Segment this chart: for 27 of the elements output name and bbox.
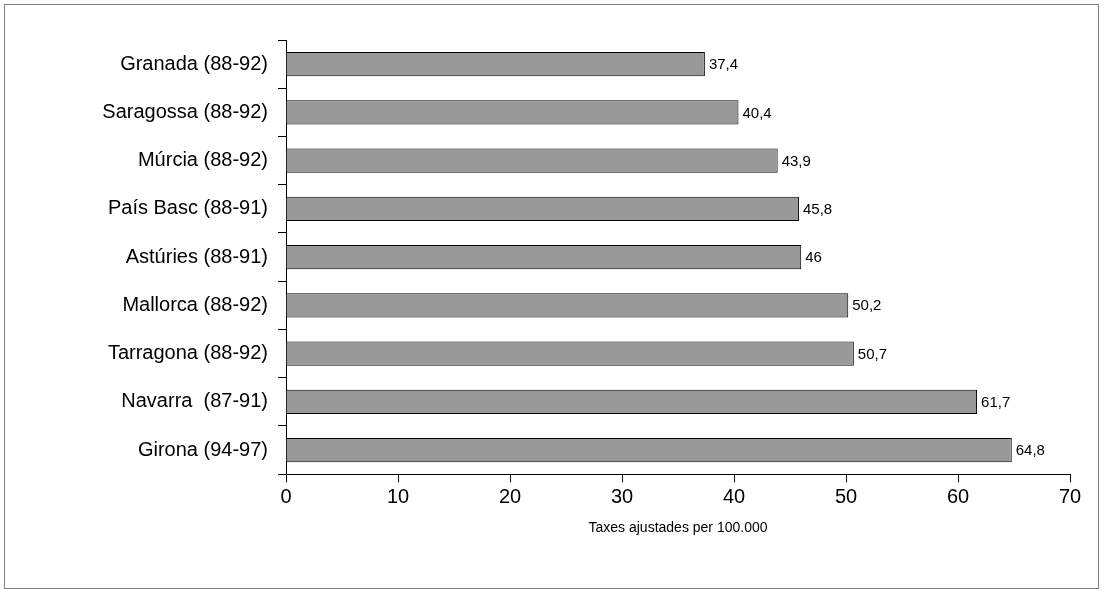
x-tick-label: 60 [946,484,970,507]
y-tick-label: Granada (88-92) [120,51,268,74]
data-label: 50,7 [857,344,888,362]
data-label: 50,2 [852,296,882,314]
x-tick-label: 50 [834,484,858,507]
x-tick-label: 10 [386,484,410,507]
data-label: 45,8 [802,200,833,217]
x-tick-label: 70 [1058,484,1082,507]
data-label: 40,4 [742,103,772,121]
data-label: 43,9 [781,151,811,169]
y-tick-label: Saragossa (88-92) [102,99,268,122]
y-tick-label: Navarra (87-91) [121,389,268,412]
x-tick-label: 30 [610,484,634,507]
data-label: 64,8 [1015,441,1045,459]
y-tick-label: Astúries (88-91) [125,244,268,267]
x-axis-title: Taxes ajustades per 100.000 [588,519,768,536]
x-tick-label: 20 [498,484,522,507]
y-tick-label: Múrcia (88-92) [137,148,268,171]
y-tick-label: Tarragona (88-92) [107,341,268,364]
data-label: 37,4 [708,55,739,73]
y-tick-label: Mallorca (88-92) [122,292,268,315]
y-tick-label: Girona (94-97) [137,437,268,460]
x-tick-label: 0 [280,484,292,507]
x-tick-label: 40 [722,484,746,507]
data-label: 61,7 [981,392,1011,410]
data-label: 46 [805,248,822,266]
y-tick-label: País Basc (88-91) [107,196,268,219]
